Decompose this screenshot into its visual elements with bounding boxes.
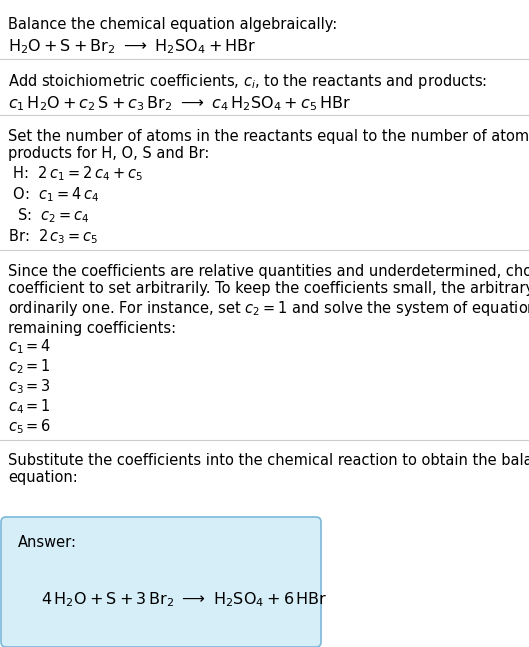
Text: Set the number of atoms in the reactants equal to the number of atoms in the
pro: Set the number of atoms in the reactants…: [8, 129, 529, 161]
Text: H:  $2\,c_1 = 2\,c_4 + c_5$: H: $2\,c_1 = 2\,c_4 + c_5$: [8, 164, 143, 182]
Text: Br:  $2\,c_3 = c_5$: Br: $2\,c_3 = c_5$: [8, 227, 98, 246]
Text: Balance the chemical equation algebraically:: Balance the chemical equation algebraica…: [8, 17, 338, 32]
Text: $c_4 = 1$: $c_4 = 1$: [8, 397, 51, 416]
Text: $\mathrm{H_2O + S + Br_2 \ \longrightarrow\ H_2SO_4 + HBr}$: $\mathrm{H_2O + S + Br_2 \ \longrightarr…: [8, 37, 256, 56]
Text: $c_5 = 6$: $c_5 = 6$: [8, 417, 51, 435]
Text: $c_1 = 4$: $c_1 = 4$: [8, 337, 51, 356]
Text: S:  $c_2 = c_4$: S: $c_2 = c_4$: [8, 206, 90, 225]
Text: Substitute the coefficients into the chemical reaction to obtain the balanced
eq: Substitute the coefficients into the che…: [8, 453, 529, 485]
Text: $4\,\mathrm{H_2O + S + 3\,Br_2\ \longrightarrow\ H_2SO_4 + 6\,HBr}$: $4\,\mathrm{H_2O + S + 3\,Br_2\ \longrig…: [41, 591, 327, 609]
Text: Add stoichiometric coefficients, $c_i$, to the reactants and products:: Add stoichiometric coefficients, $c_i$, …: [8, 72, 487, 91]
FancyBboxPatch shape: [1, 517, 321, 647]
Text: Since the coefficients are relative quantities and underdetermined, choose a
coe: Since the coefficients are relative quan…: [8, 264, 529, 336]
Text: $c_1\,\mathrm{H_2O} + c_2\,\mathrm{S} + c_3\,\mathrm{Br_2}\ \longrightarrow\ c_4: $c_1\,\mathrm{H_2O} + c_2\,\mathrm{S} + …: [8, 94, 351, 113]
Text: $c_2 = 1$: $c_2 = 1$: [8, 357, 51, 376]
Text: Answer:: Answer:: [18, 535, 77, 550]
Text: O:  $c_1 = 4\,c_4$: O: $c_1 = 4\,c_4$: [8, 185, 99, 204]
Text: $c_3 = 3$: $c_3 = 3$: [8, 377, 51, 396]
